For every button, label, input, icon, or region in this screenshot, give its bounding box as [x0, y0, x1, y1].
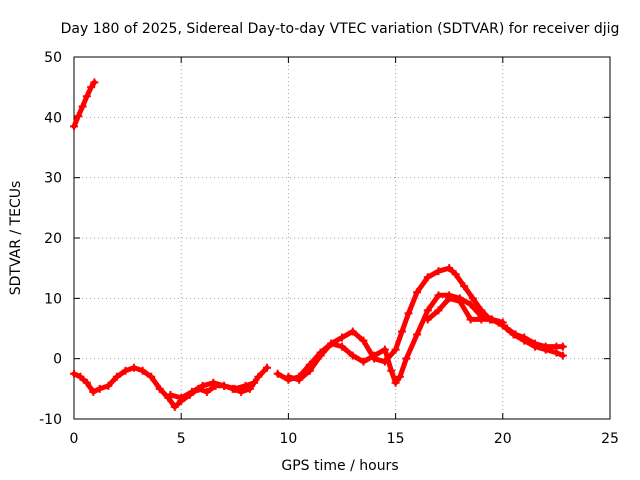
- data-point: [451, 270, 460, 279]
- data-point: [338, 342, 346, 351]
- data-point: [477, 315, 486, 324]
- data-point: [338, 333, 346, 342]
- data-point: [327, 339, 336, 348]
- data-point: [398, 327, 407, 336]
- data-point: [445, 294, 454, 303]
- data-point: [530, 342, 539, 351]
- data-series: [285, 265, 566, 383]
- data-point: [434, 306, 443, 315]
- data-point: [82, 92, 91, 101]
- data-point: [76, 372, 85, 381]
- data-point: [402, 354, 411, 363]
- data-point: [460, 282, 469, 291]
- data-point: [520, 336, 529, 345]
- data-point: [230, 384, 239, 393]
- x-tick-label: 10: [279, 431, 297, 447]
- data-point: [104, 381, 113, 390]
- data-point: [305, 360, 314, 369]
- data-point: [284, 375, 293, 384]
- data-point: [468, 294, 477, 303]
- data-point: [82, 378, 91, 387]
- y-tick-label: 20: [44, 231, 62, 247]
- data-point: [147, 372, 156, 381]
- data-point: [295, 372, 304, 381]
- data-point: [155, 384, 164, 393]
- data-point: [423, 306, 432, 315]
- x-axis-label: GPS time / hours: [281, 458, 398, 474]
- data-point: [380, 345, 389, 354]
- data-point: [87, 83, 96, 92]
- data-point: [541, 345, 550, 354]
- data-point: [90, 78, 99, 87]
- y-tick-label: 40: [44, 110, 62, 126]
- data-point: [89, 387, 98, 396]
- data-point: [70, 122, 78, 131]
- data-point: [170, 402, 179, 411]
- data-point: [78, 102, 87, 111]
- chart-title: Day 180 of 2025, Sidereal Day-to-day VTE…: [61, 21, 620, 37]
- y-axis-label: SDTVAR / TECUs: [8, 181, 24, 296]
- data-point: [95, 384, 104, 393]
- y-tick-label: 50: [44, 50, 62, 66]
- data-point: [558, 342, 567, 351]
- data-point: [558, 351, 567, 360]
- data-series: [275, 292, 566, 386]
- data-point: [413, 330, 422, 339]
- data-point: [316, 348, 325, 357]
- data-point: [445, 264, 454, 273]
- data-point: [434, 267, 443, 276]
- data-point: [413, 288, 422, 297]
- data-point: [198, 381, 207, 390]
- data-point: [262, 363, 271, 372]
- data-point: [509, 330, 518, 339]
- data-point: [177, 393, 186, 402]
- data-point: [404, 309, 413, 318]
- data-point: [370, 351, 379, 360]
- data-point: [74, 112, 83, 121]
- data-point: [70, 369, 78, 378]
- y-tick-label: 0: [53, 352, 62, 368]
- data-point: [121, 366, 130, 375]
- data-point: [348, 327, 357, 336]
- y-tick-label: -10: [39, 412, 62, 428]
- data-point: [187, 387, 196, 396]
- data-point: [220, 381, 229, 390]
- data-point: [498, 318, 507, 327]
- data-point: [202, 387, 211, 396]
- data-point: [466, 300, 475, 309]
- data-point: [359, 336, 368, 345]
- data-point: [391, 345, 400, 354]
- x-tick-label: 0: [70, 431, 79, 447]
- x-tick-label: 25: [601, 431, 619, 447]
- data-point: [166, 390, 175, 399]
- data-point: [488, 315, 497, 324]
- data-point: [209, 378, 218, 387]
- x-tick-label: 5: [177, 431, 186, 447]
- data-point: [254, 372, 263, 381]
- data-point: [138, 366, 147, 375]
- y-tick-label: 10: [44, 291, 62, 307]
- data-point: [434, 291, 443, 300]
- data-point: [348, 351, 357, 360]
- x-tick-label: 20: [494, 431, 512, 447]
- data-point: [112, 372, 121, 381]
- data-point: [455, 297, 464, 306]
- y-tick-label: 30: [44, 171, 62, 187]
- data-point: [466, 315, 475, 324]
- data-point: [241, 381, 250, 390]
- data-point: [359, 357, 368, 366]
- data-point: [250, 378, 259, 387]
- data-point: [387, 366, 396, 375]
- data-point: [552, 348, 561, 357]
- data-point: [130, 363, 139, 372]
- x-tick-label: 15: [387, 431, 405, 447]
- data-point: [273, 369, 282, 378]
- data-point: [423, 273, 432, 282]
- data-point: [391, 378, 400, 387]
- data-point: [423, 315, 432, 324]
- data-point: [395, 372, 404, 381]
